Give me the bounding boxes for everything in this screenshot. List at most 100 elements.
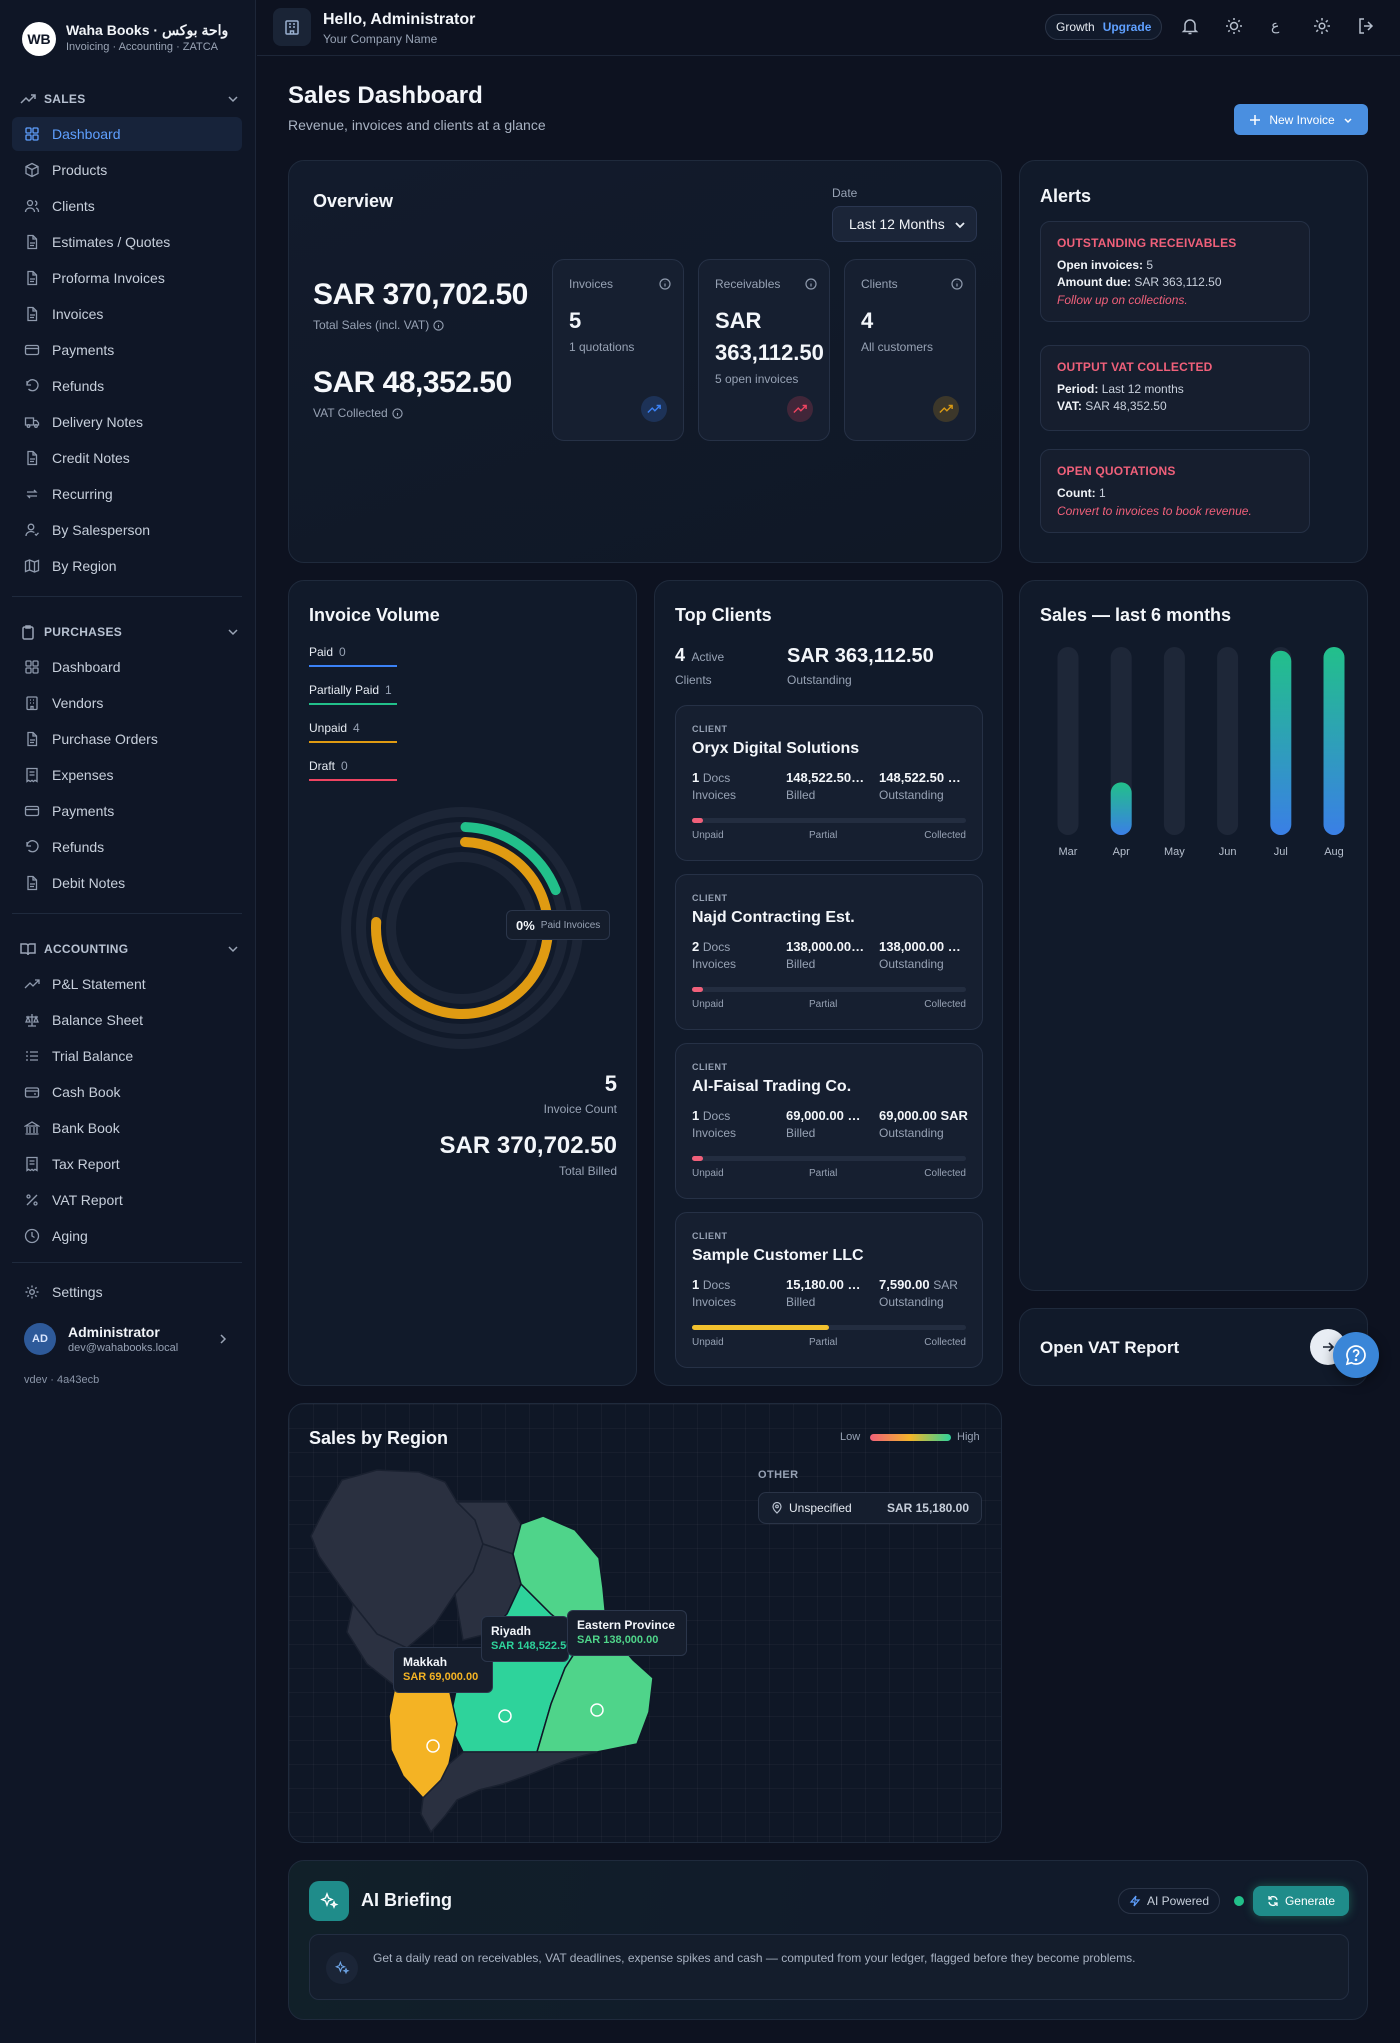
sidebar-item-accounting-p-l-statement[interactable]: P&L Statement <box>12 967 242 1001</box>
sidebar-item-sales-credit-notes[interactable]: Credit Notes <box>12 441 242 475</box>
purchases-section-title: PURCHASES <box>44 625 123 639</box>
client-card-sample-customer-llc[interactable]: CLIENT Sample Customer LLC 1 Docs 15,180.00… <box>675 1212 983 1368</box>
sidebar-item-label: Refunds <box>52 839 105 855</box>
purchases-section-header[interactable]: PURCHASES <box>20 622 240 642</box>
brand-logo[interactable]: WB <box>22 22 56 56</box>
sidebar-item-sales-products[interactable]: Products <box>12 153 242 187</box>
help-button[interactable] <box>1333 1332 1379 1378</box>
info-icon[interactable] <box>659 278 671 290</box>
open-vat-report-card[interactable]: Open VAT Report <box>1019 1308 1368 1386</box>
sidebar-item-sales-recurring[interactable]: Recurring <box>12 477 242 511</box>
bar-jul[interactable] <box>1270 650 1292 835</box>
new-invoice-button[interactable]: New Invoice <box>1234 104 1368 135</box>
sidebar-item-sales-estimates-quotes[interactable]: Estimates / Quotes <box>12 225 242 259</box>
company-icon[interactable] <box>273 8 311 46</box>
legend-label: Unpaid <box>309 721 348 735</box>
sidebar-item-purchases-payments[interactable]: Payments <box>12 794 242 828</box>
map-region-northwest[interactable] <box>310 1469 484 1649</box>
sun-icon[interactable] <box>1224 16 1244 36</box>
alert-output-vat-collected[interactable]: OUTPUT VAT COLLECTED Period: Last 12 mont… <box>1040 345 1310 431</box>
gear-icon[interactable] <box>1312 16 1332 36</box>
total-billed-value: SAR 370,702.50 <box>439 1132 617 1159</box>
sales-section-header[interactable]: SALES <box>20 89 240 109</box>
client-card-najd-contracting-est[interactable]: CLIENT Najd Contracting Est. 2 Docs 138,000… <box>675 874 983 1030</box>
other-region-item[interactable]: Unspecified SAR 15,180.00 <box>758 1492 982 1524</box>
sidebar-item-purchases-purchase-orders[interactable]: Purchase Orders <box>12 722 242 756</box>
sidebar-item-purchases-vendors[interactable]: Vendors <box>12 686 242 720</box>
legend-item-paid[interactable]: Paid 0 <box>309 645 397 667</box>
legend-label: Partially Paid <box>309 683 380 697</box>
sidebar-item-accounting-aging[interactable]: Aging <box>12 1219 242 1253</box>
sidebar-item-sales-clients[interactable]: Clients <box>12 189 242 223</box>
sidebar-item-accounting-vat-report[interactable]: VAT Report <box>12 1183 242 1217</box>
legend-item-draft[interactable]: Draft 0 <box>309 759 397 781</box>
kpi-card-invoices[interactable]: Invoices 5 1 quotations <box>552 259 684 441</box>
upgrade-link[interactable]: Upgrade <box>1102 20 1152 34</box>
user-check-icon <box>25 523 39 537</box>
info-icon[interactable] <box>433 319 444 331</box>
sidebar-item-sales-payments[interactable]: Payments <box>12 333 242 367</box>
generate-button[interactable]: Generate <box>1253 1886 1349 1916</box>
accounting-section-header[interactable]: ACCOUNTING <box>20 939 240 959</box>
info-icon[interactable] <box>392 407 403 419</box>
kpi-value: SAR 363,112.50 <box>715 308 824 365</box>
kpi-card-receivables[interactable]: Receivables SAR 363,112.50 5 open invoices <box>698 259 830 441</box>
legend-item-unpaid[interactable]: Unpaid 4 <box>309 721 397 743</box>
document-icon <box>27 306 38 322</box>
client-card-oryx-digital-solutions[interactable]: CLIENT Oryx Digital Solutions 1 Docs 148,52… <box>675 705 983 861</box>
alert-open-quotations[interactable]: OPEN QUOTATIONS Count: 1 Convert to invoic… <box>1040 449 1310 533</box>
sidebar-item-accounting-cash-book[interactable]: Cash Book <box>12 1075 242 1109</box>
sidebar-item-accounting-bank-book[interactable]: Bank Book <box>12 1111 242 1145</box>
collection-progress <box>692 1325 966 1330</box>
sidebar-item-purchases-expenses[interactable]: Expenses <box>12 758 242 792</box>
sidebar-item-accounting-tax-report[interactable]: Tax Report <box>12 1147 242 1181</box>
sidebar-item-purchases-debit-notes[interactable]: Debit Notes <box>12 866 242 900</box>
sidebar-item-sales-invoices[interactable]: Invoices <box>12 297 242 331</box>
info-icon[interactable] <box>951 278 963 290</box>
logout-icon[interactable] <box>1356 16 1376 36</box>
kpi-trend-badge <box>641 396 667 422</box>
top-clients-card: Top Clients 4 Active Clients SAR 363,112… <box>654 580 1003 1386</box>
chevron-right-icon[interactable] <box>216 1332 230 1346</box>
sidebar-item-sales-proforma-invoices[interactable]: Proforma Invoices <box>12 261 242 295</box>
sidebar-item-settings[interactable]: Settings <box>12 1275 242 1309</box>
sales-by-region-card: Sales by Region Low High OTHER Unspecifi… <box>288 1403 1002 1843</box>
sidebar-item-purchases-dashboard[interactable]: Dashboard <box>12 650 242 684</box>
users-icon <box>24 199 40 213</box>
map-region-south[interactable] <box>420 1751 598 1834</box>
bar-track-may <box>1163 647 1185 835</box>
sidebar-item-sales-dashboard[interactable]: Dashboard <box>12 117 242 151</box>
bar-label-jun: Jun <box>1219 846 1237 858</box>
eastern-province-marker[interactable] <box>590 1703 604 1717</box>
language-toggle[interactable]: ع <box>1271 17 1280 33</box>
progress-label-partial: Partial <box>809 999 838 1010</box>
client-docs: 1 Docs <box>692 1108 772 1123</box>
sidebar-item-sales-refunds[interactable]: Refunds <box>12 369 242 403</box>
client-card-al-faisal-trading-co[interactable]: CLIENT Al-Faisal Trading Co. 1 Docs 69,000.… <box>675 1043 983 1199</box>
bar-aug[interactable] <box>1323 647 1345 835</box>
bar-apr[interactable] <box>1110 782 1132 835</box>
legend-value: 0 <box>341 759 348 773</box>
sidebar-item-sales-delivery-notes[interactable]: Delivery Notes <box>12 405 242 439</box>
sidebar-item-accounting-balance-sheet[interactable]: Balance Sheet <box>12 1003 242 1037</box>
sidebar-item-sales-by-salesperson[interactable]: By Salesperson <box>12 513 242 547</box>
sidebar-item-sales-by-region[interactable]: By Region <box>12 549 242 583</box>
plan-badge[interactable]: Growth Upgrade <box>1045 14 1163 40</box>
date-select[interactable]: Last 12 Months <box>832 206 977 242</box>
alert-outstanding-receivables[interactable]: OUTSTANDING RECEIVABLES Open invoices: 5 A… <box>1040 221 1310 322</box>
outstanding-label: Outstanding <box>787 673 852 687</box>
overview-card: Overview Date Last 12 Months SAR 370,702… <box>288 160 1002 563</box>
sidebar-item-accounting-trial-balance[interactable]: Trial Balance <box>12 1039 242 1073</box>
version-label: vdev · 4a43ecb <box>24 1374 100 1386</box>
riyadh-marker[interactable] <box>498 1709 512 1723</box>
makkah-tooltip: Makkah SAR 69,000.00 <box>393 1647 493 1693</box>
legend-item-partially-paid[interactable]: Partially Paid 1 <box>309 683 397 705</box>
sidebar-item-purchases-refunds[interactable]: Refunds <box>12 830 242 864</box>
kpi-card-clients[interactable]: Clients 4 All customers <box>844 259 976 441</box>
info-icon[interactable] <box>805 278 817 290</box>
makkah-marker[interactable] <box>426 1739 440 1753</box>
avatar[interactable]: AD <box>24 1323 56 1355</box>
book-open-icon <box>20 943 36 956</box>
bell-icon[interactable] <box>1180 16 1200 36</box>
docs-count: 1 <box>692 770 700 785</box>
